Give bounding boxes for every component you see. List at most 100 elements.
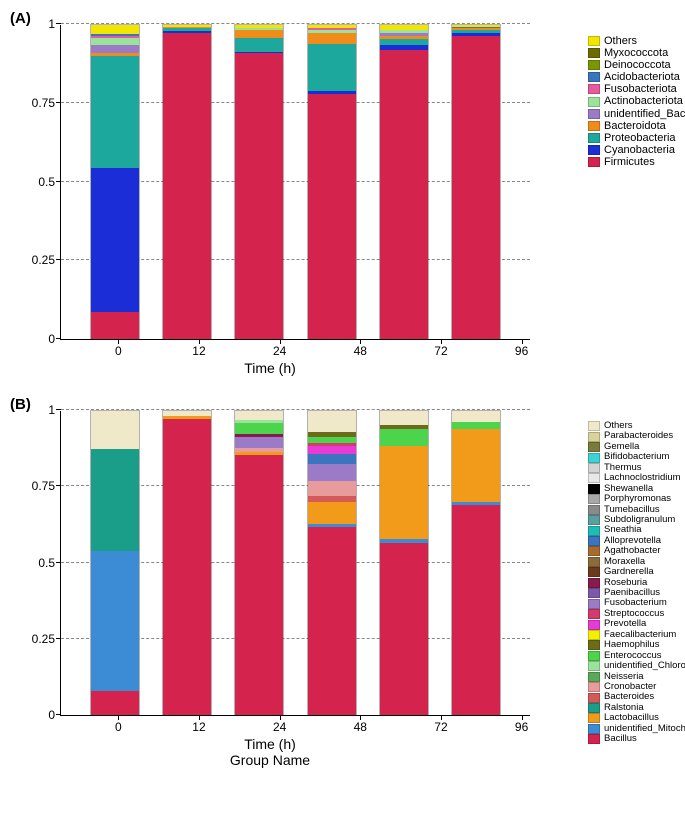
legend-swatch bbox=[588, 703, 600, 713]
x-tick-label: 0 bbox=[93, 340, 143, 358]
x-tick-label: 12 bbox=[174, 340, 224, 358]
legend-swatch bbox=[588, 133, 600, 143]
y-tick-mark bbox=[56, 23, 61, 24]
legend-label: unidentified_Chloroplast bbox=[604, 661, 685, 671]
bar-segment bbox=[91, 168, 139, 312]
y-tick-label: 0 bbox=[48, 332, 61, 346]
y-tick-label: 1 bbox=[48, 17, 61, 31]
legend-swatch bbox=[588, 109, 600, 119]
bar-segment bbox=[308, 44, 356, 91]
bar-segment bbox=[91, 411, 139, 449]
legend-swatch bbox=[588, 526, 600, 536]
x-tick-label: 72 bbox=[416, 340, 466, 358]
legend-swatch bbox=[588, 453, 600, 463]
legend-label: Porphyromonas bbox=[604, 494, 671, 504]
chart-panel: (A)Relative Abundance00.250.50.751012244… bbox=[10, 10, 675, 376]
stacked-bar bbox=[379, 410, 429, 715]
bar-segment bbox=[235, 455, 283, 715]
legend-label: unidentified_Bacteria bbox=[604, 108, 685, 120]
x-ticks: 01224487296 bbox=[60, 340, 580, 358]
bar-segment bbox=[308, 464, 356, 481]
stacked-bar bbox=[90, 24, 140, 339]
legend-swatch bbox=[588, 145, 600, 155]
stacked-bar bbox=[234, 410, 284, 715]
bar-segment bbox=[380, 50, 428, 339]
bar-segment bbox=[91, 38, 139, 46]
bar-segment bbox=[452, 505, 500, 715]
stacked-bar bbox=[307, 24, 357, 339]
y-tick-label: 0.75 bbox=[32, 479, 61, 493]
y-tick-label: 0.75 bbox=[32, 96, 61, 110]
legend-swatch bbox=[588, 599, 600, 609]
bar-segment bbox=[452, 36, 500, 339]
legend-swatch bbox=[588, 724, 600, 734]
bar-segment bbox=[452, 411, 500, 422]
stacked-bar bbox=[451, 410, 501, 715]
y-tick-label: 0.5 bbox=[38, 556, 61, 570]
bar-segment bbox=[91, 56, 139, 167]
bar-segment bbox=[380, 446, 428, 539]
legend-item: Myxococcota bbox=[588, 47, 685, 59]
group-name-label: Group Name bbox=[10, 752, 530, 768]
bar-segment bbox=[308, 481, 356, 496]
bar-segment bbox=[308, 454, 356, 465]
chart-panel: (B)Relative Abundance00.250.50.751012244… bbox=[10, 396, 675, 768]
x-tick-label: 12 bbox=[174, 716, 224, 734]
legend-item: Fusobacteriota bbox=[588, 83, 685, 95]
legend-swatch bbox=[588, 442, 600, 452]
bar-segment bbox=[452, 422, 500, 430]
legend-swatch bbox=[588, 546, 600, 556]
legend-label: Proteobacteria bbox=[604, 132, 676, 144]
legend-label: Bacteroidota bbox=[604, 120, 666, 132]
legend-swatch bbox=[588, 672, 600, 682]
bar-segment bbox=[235, 423, 283, 434]
legend-swatch bbox=[588, 157, 600, 167]
bar-segment bbox=[308, 527, 356, 715]
bar-segment bbox=[235, 53, 283, 339]
bar-segment bbox=[163, 419, 211, 715]
chart-wrap: Relative Abundance00.250.50.751012244872… bbox=[10, 10, 675, 376]
legend-swatch bbox=[588, 36, 600, 46]
x-tick-label: 48 bbox=[335, 340, 385, 358]
legend-swatch bbox=[588, 588, 600, 598]
bar-segment bbox=[163, 33, 211, 339]
legend-item: unidentified_Bacteria bbox=[588, 108, 685, 120]
legend-label: Myxococcota bbox=[604, 47, 668, 59]
bar-segment bbox=[235, 437, 283, 448]
legend-swatch bbox=[588, 463, 600, 473]
chart-area: Relative Abundance00.250.50.751012244872… bbox=[10, 396, 580, 768]
x-tick-label: 72 bbox=[416, 716, 466, 734]
bar-segment bbox=[308, 502, 356, 523]
x-tick-label: 24 bbox=[255, 340, 305, 358]
legend-label: Bacillus bbox=[604, 734, 637, 744]
y-tick-label: 0.25 bbox=[32, 253, 61, 267]
legend-item: Deinococcota bbox=[588, 59, 685, 71]
chart-area: Relative Abundance00.250.50.751012244872… bbox=[10, 10, 580, 376]
legend-item: Bacillus bbox=[588, 734, 685, 744]
legend-swatch bbox=[588, 505, 600, 515]
bar-segment bbox=[91, 449, 139, 551]
bar-segment bbox=[235, 411, 283, 420]
legend-swatch bbox=[588, 84, 600, 94]
legend-item: Cyanobacteria bbox=[588, 144, 685, 156]
legend-swatch bbox=[588, 60, 600, 70]
legend-label: Gardnerella bbox=[604, 567, 654, 577]
bar-segment bbox=[308, 94, 356, 339]
x-tick-label: 0 bbox=[93, 716, 143, 734]
legend-item: unidentified_Chloroplast bbox=[588, 661, 685, 671]
legend-swatch bbox=[588, 494, 600, 504]
legend-swatch bbox=[588, 682, 600, 692]
legend-swatch bbox=[588, 121, 600, 131]
legend: OthersParabacteroidesGemellaBifidobacter… bbox=[588, 421, 685, 745]
legend-swatch bbox=[588, 97, 600, 107]
y-tick-label: 1 bbox=[48, 403, 61, 417]
chart-wrap: Relative Abundance00.250.50.751012244872… bbox=[10, 396, 675, 768]
legend-item: Acidobacteriota bbox=[588, 71, 685, 83]
bar-segment bbox=[308, 33, 356, 44]
legend-swatch bbox=[588, 578, 600, 588]
legend-item: Gardnerella bbox=[588, 567, 685, 577]
bar-segment bbox=[380, 411, 428, 425]
bar-segment bbox=[380, 429, 428, 446]
legend-swatch bbox=[588, 567, 600, 577]
bar-segment bbox=[91, 312, 139, 339]
